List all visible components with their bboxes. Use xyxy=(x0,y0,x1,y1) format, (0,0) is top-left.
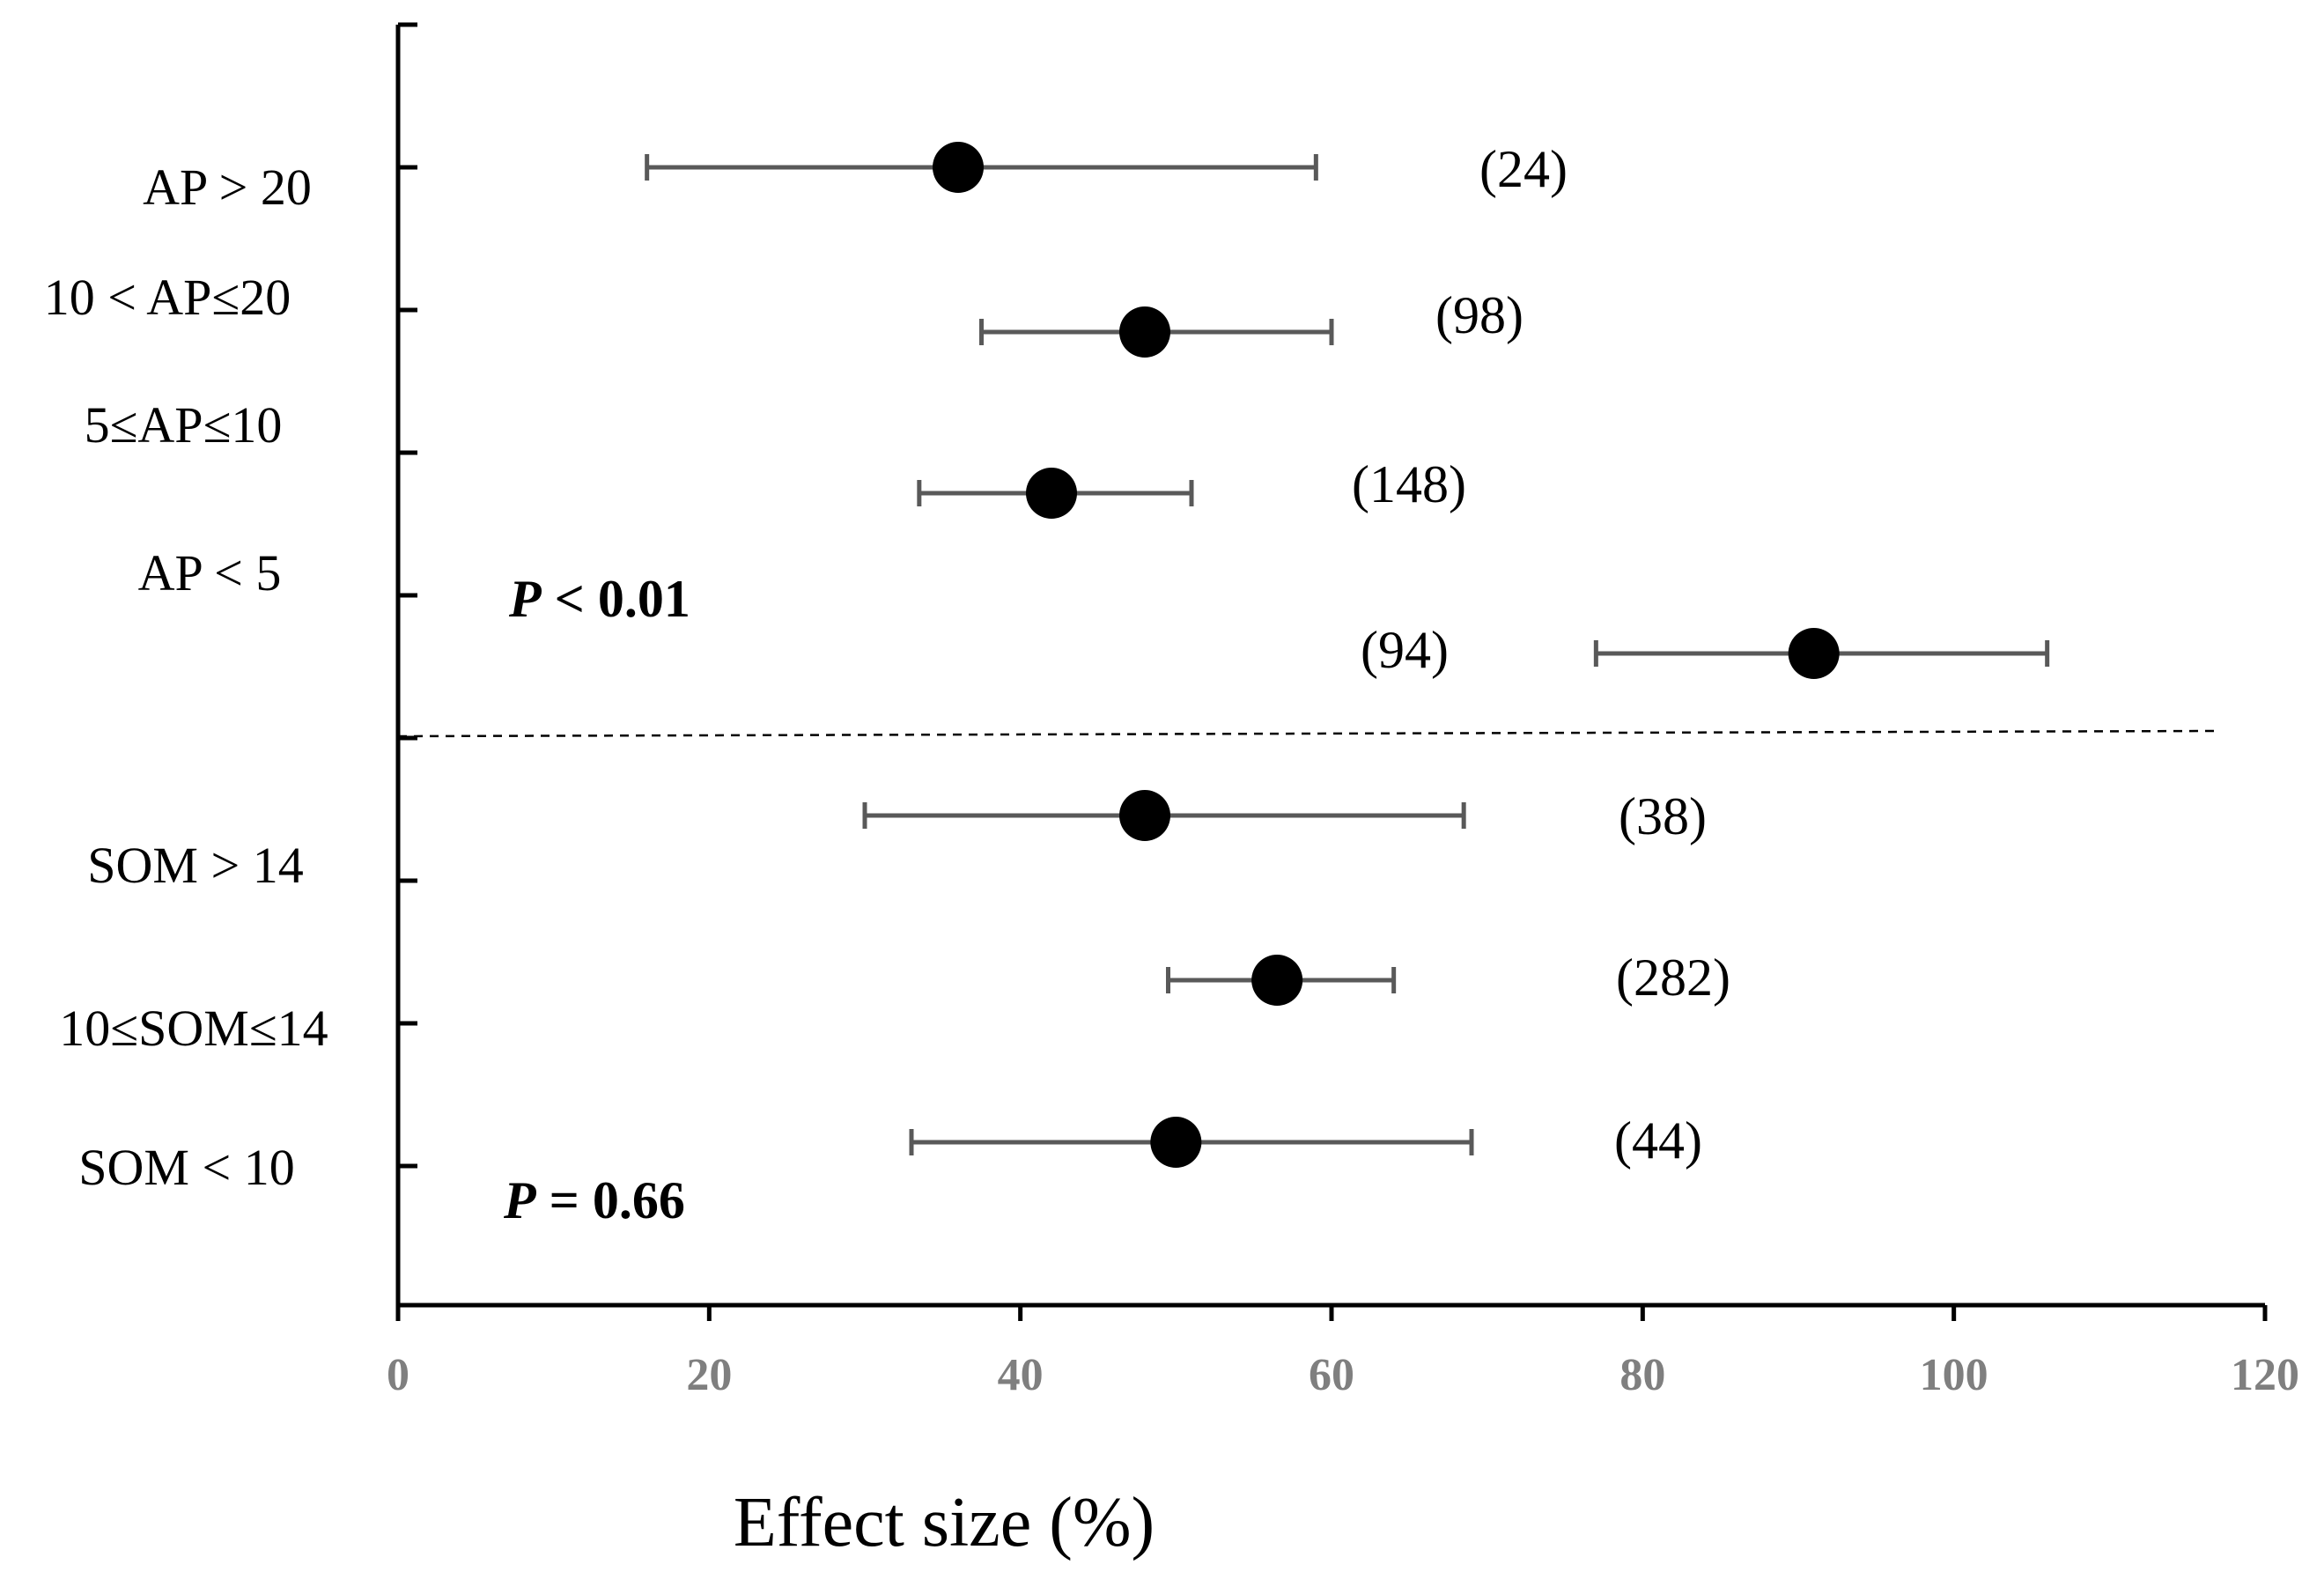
p-value-label: P = 0.66 xyxy=(503,1171,685,1229)
sample-size-label: (24) xyxy=(1479,140,1568,198)
category-label: SOM < 10 xyxy=(78,1139,294,1196)
x-axis-title: Effect size (%) xyxy=(734,1484,1155,1561)
x-tick-label: 100 xyxy=(1920,1350,1988,1400)
category-labels: AP > 20 10 < AP≤20 5≤AP≤10 AP < 5 SOM > 14 10… xyxy=(44,159,328,1196)
sample-size-label: (98) xyxy=(1435,286,1524,344)
category-label: 10≤SOM≤14 xyxy=(59,1000,328,1057)
effect-point xyxy=(1251,955,1303,1006)
effect-point xyxy=(933,142,984,193)
p-value-label: P < 0.01 xyxy=(508,570,690,628)
category-label: 10 < AP≤20 xyxy=(44,269,291,326)
category-label: 5≤AP≤10 xyxy=(85,396,283,454)
sample-size-label: (94) xyxy=(1361,621,1449,679)
plot-marks: (24) (98) (148) (94) (38) (282) (44) xyxy=(645,140,2050,1170)
sample-size-label: (38) xyxy=(1619,787,1707,845)
p-symbol: P xyxy=(508,570,542,628)
x-tick-label: 120 xyxy=(2231,1350,2299,1400)
p-value-labels: P < 0.01P = 0.66 xyxy=(503,570,690,1229)
x-tick-label: 80 xyxy=(1619,1350,1665,1400)
p-value-text: < 0.01 xyxy=(542,570,690,628)
group-separator xyxy=(397,729,2216,738)
effect-point xyxy=(1119,790,1170,841)
category-label: AP > 20 xyxy=(143,159,312,216)
x-tick-label: 0 xyxy=(387,1350,409,1400)
effect-point xyxy=(1150,1117,1202,1168)
x-tick-label: 20 xyxy=(686,1350,732,1400)
x-tick-label: 40 xyxy=(998,1350,1044,1400)
sample-size-label: (44) xyxy=(1614,1111,1702,1170)
x-tick-label: 60 xyxy=(1309,1350,1354,1400)
sample-size-label: (282) xyxy=(1616,948,1730,1007)
sample-size-label: (148) xyxy=(1352,455,1466,513)
effect-point xyxy=(1026,468,1077,519)
p-symbol: P xyxy=(503,1171,537,1229)
effect-point xyxy=(1788,628,1840,679)
category-label: AP < 5 xyxy=(138,544,282,601)
axes: 0 20 40 60 80 100 120 xyxy=(387,22,2299,1400)
category-label: SOM > 14 xyxy=(87,837,303,894)
effect-point xyxy=(1119,306,1170,358)
p-value-text: = 0.66 xyxy=(536,1171,685,1229)
